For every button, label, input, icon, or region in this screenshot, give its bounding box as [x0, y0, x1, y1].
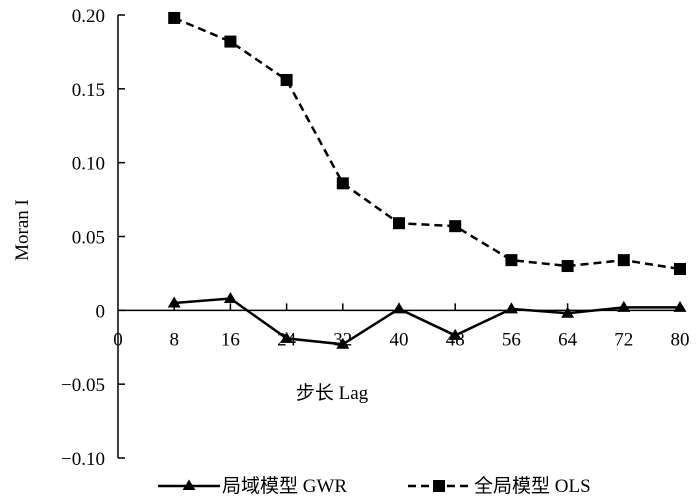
data-point-square: [505, 254, 518, 267]
data-point-square: [168, 11, 181, 24]
data-point-triangle: [561, 306, 575, 318]
legend: 局域模型 GWR 全局模型 OLS: [158, 475, 591, 497]
data-point-triangle: [280, 331, 294, 343]
data-point-square: [674, 262, 686, 275]
y-tick-label: −0.05: [61, 375, 105, 396]
x-tick-label: 80: [671, 329, 690, 350]
x-axis-title: 步长 Lag: [296, 382, 369, 404]
legend-item-gwr: 局域模型 GWR: [158, 475, 347, 497]
y-tick-label: −0.10: [61, 449, 105, 470]
x-tick-label: 16: [221, 329, 240, 350]
data-point-triangle: [448, 328, 462, 340]
data-point-triangle: [504, 302, 518, 314]
x-ticks: 08162432404856647280: [113, 303, 690, 350]
legend-gwr-label: 局域模型 GWR: [222, 475, 347, 497]
series-line: [173, 16, 681, 271]
legend-item-ols: 全局模型 OLS: [408, 475, 591, 497]
data-point-triangle: [223, 292, 237, 304]
x-tick-label: 72: [614, 329, 633, 350]
data-point-square: [561, 260, 574, 273]
legend-ols-label: 全局模型 OLS: [474, 475, 591, 497]
data-point-square: [449, 220, 462, 233]
y-tick-label: 0.15: [72, 80, 105, 101]
series-square: [168, 11, 686, 275]
data-point-square: [224, 35, 237, 48]
data-point-triangle: [617, 300, 631, 312]
x-tick-label: 8: [169, 329, 179, 350]
data-point-square: [617, 254, 630, 267]
data-point-triangle: [673, 300, 687, 312]
x-tick-label: 40: [390, 329, 409, 350]
data-point-square: [336, 177, 349, 190]
y-tick-label: 0.10: [72, 154, 105, 175]
data-point-triangle: [336, 337, 350, 349]
data-point-triangle: [392, 302, 406, 314]
x-tick-label: 0: [113, 329, 123, 350]
data-point-triangle: [167, 296, 181, 308]
y-tick-label: 0.05: [72, 228, 105, 249]
y-axis-title: Moran I: [12, 199, 33, 261]
series-triangle: [167, 292, 687, 349]
series-line: [174, 297, 680, 346]
y-tick-label: 0.20: [72, 6, 105, 27]
series-layer: [167, 11, 687, 349]
y-ticks: 0.20 0.15 0.10 0.05 0 −0.05 −0.10: [61, 6, 125, 470]
data-point-square: [393, 217, 405, 230]
x-tick-label: 56: [502, 329, 521, 350]
x-tick-label: 64: [558, 329, 578, 350]
legend-ols-marker: [433, 480, 445, 492]
data-point-square: [280, 73, 293, 86]
axes: [117, 15, 680, 458]
legend-gwr-marker: [182, 479, 196, 490]
y-tick-label: 0: [96, 301, 106, 322]
